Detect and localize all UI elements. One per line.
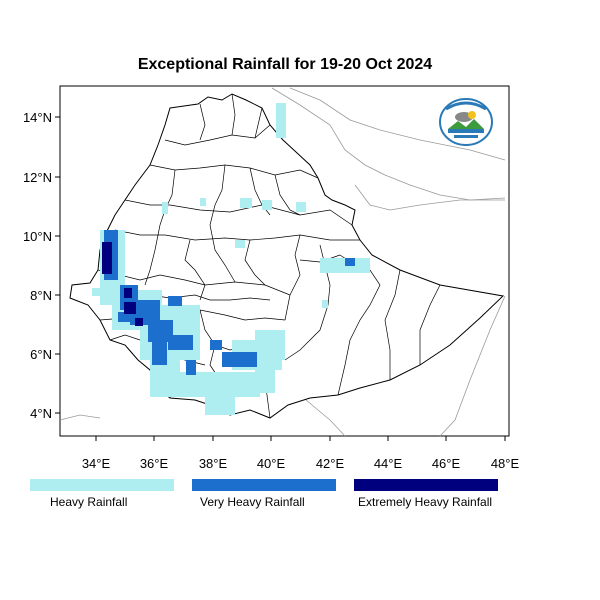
x-tick-label: 46°E bbox=[432, 456, 461, 471]
x-tick-label: 34°E bbox=[82, 456, 111, 471]
legend-swatch-heavy bbox=[30, 479, 174, 491]
x-tick-label: 44°E bbox=[374, 456, 403, 471]
y-axis bbox=[55, 116, 60, 414]
x-axis-labels: 34°E 36°E 38°E 40°E 42°E 44°E 46°E 48°E bbox=[82, 456, 520, 471]
x-tick-label: 48°E bbox=[491, 456, 520, 471]
agency-logo-icon bbox=[439, 98, 493, 146]
y-axis-labels: 4°N 6°N 8°N 10°N 12°N 14°N bbox=[23, 110, 52, 421]
y-tick-label: 10°N bbox=[23, 229, 52, 244]
legend-swatch-extremely-heavy bbox=[354, 479, 498, 491]
x-axis bbox=[95, 436, 506, 441]
map-title: Exceptional Rainfall for 19-20 Oct 2024 bbox=[137, 56, 433, 73]
y-tick-label: 6°N bbox=[30, 347, 52, 362]
neighbor-boundaries bbox=[59, 87, 506, 437]
legend-label-extremely-heavy: Extremely Heavy Rainfall bbox=[358, 495, 493, 509]
x-tick-label: 40°E bbox=[257, 456, 286, 471]
x-tick-label: 42°E bbox=[316, 456, 345, 471]
extremely-heavy-rainfall-areas bbox=[102, 242, 143, 326]
legend-swatch-very-heavy bbox=[192, 479, 336, 491]
map-frame bbox=[59, 85, 510, 437]
x-tick-label: 36°E bbox=[140, 456, 169, 471]
y-tick-label: 12°N bbox=[23, 170, 52, 185]
legend-label-heavy: Heavy Rainfall bbox=[50, 495, 128, 509]
y-tick-label: 8°N bbox=[30, 288, 52, 303]
x-tick-label: 38°E bbox=[199, 456, 228, 471]
y-tick-label: 4°N bbox=[30, 406, 52, 421]
y-tick-label: 14°N bbox=[23, 110, 52, 125]
legend-label-very-heavy: Very Heavy Rainfall bbox=[200, 495, 305, 509]
